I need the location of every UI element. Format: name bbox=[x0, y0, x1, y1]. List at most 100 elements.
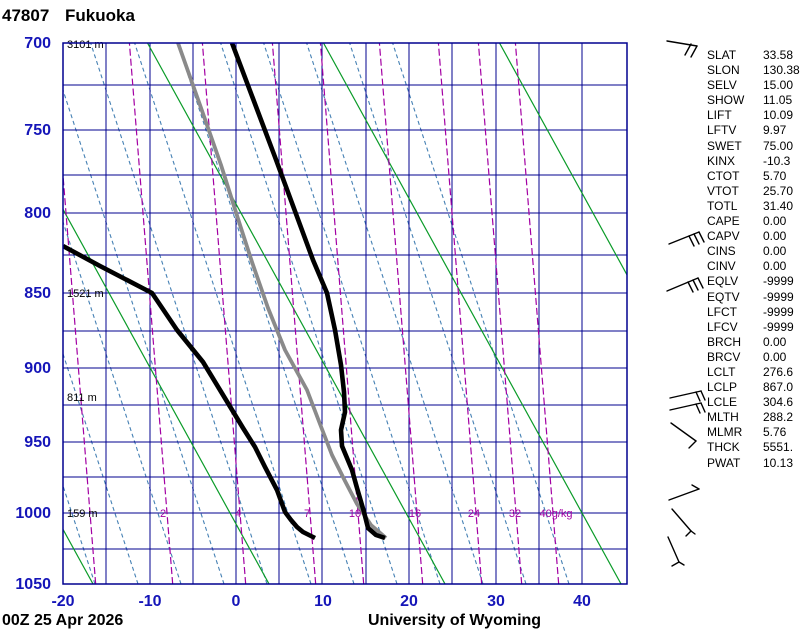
stat-row: SWET 75.00 bbox=[707, 139, 800, 154]
stat-label: SLAT bbox=[707, 48, 737, 62]
wind-barb-stroke bbox=[695, 403, 701, 414]
mixing-ratio-line bbox=[63, 167, 97, 584]
isotherm-line bbox=[349, 43, 527, 584]
wind-barb-stroke bbox=[691, 484, 700, 490]
wind-barb-stroke bbox=[688, 440, 697, 449]
stat-value: 25.70 bbox=[763, 183, 794, 198]
wind-barb-stroke bbox=[666, 40, 698, 47]
stat-label: VTOT bbox=[707, 183, 739, 198]
stat-value: -10.3 bbox=[763, 153, 791, 168]
wind-barb bbox=[670, 422, 697, 449]
stat-row: SLAT 33.58 bbox=[707, 48, 800, 63]
plot-border bbox=[62, 42, 628, 585]
plot-area bbox=[63, 43, 627, 584]
stat-value: -9999 bbox=[763, 274, 794, 289]
temp-tick-label: 30 bbox=[487, 593, 505, 610]
stat-label: SHOW bbox=[707, 93, 745, 108]
dry-adiabat-line bbox=[63, 208, 270, 584]
mixing-ratio-line bbox=[128, 43, 174, 584]
wind-barb bbox=[666, 277, 704, 293]
wind-barb bbox=[669, 402, 706, 414]
stat-value: 75.00 bbox=[763, 138, 794, 153]
stat-value: 0.00 bbox=[763, 334, 787, 349]
height-label: 3101 m bbox=[67, 39, 104, 51]
wind-barb-stroke bbox=[687, 281, 694, 293]
wind-barb bbox=[667, 536, 685, 567]
stat-label: EQTV bbox=[707, 289, 740, 304]
wind-barb-stroke bbox=[671, 508, 692, 532]
stat-label: PWAT bbox=[707, 455, 741, 470]
stat-label: LCLT bbox=[707, 364, 736, 379]
credit-text: University of Wyoming bbox=[368, 612, 542, 629]
stat-row: MLTH 288.2 bbox=[707, 410, 800, 425]
stat-label: LFCV bbox=[707, 319, 738, 334]
stat-label: BRCV bbox=[707, 349, 741, 364]
stat-row: LFCT -9999 bbox=[707, 305, 800, 320]
stat-value: 867.0 bbox=[763, 380, 794, 395]
stat-row: CAPV 0.00 bbox=[707, 229, 800, 244]
stat-value: 276.6 bbox=[763, 364, 794, 379]
height-label: 159 m bbox=[67, 508, 98, 520]
isotherm-line bbox=[177, 43, 355, 584]
stat-label: LFCT bbox=[707, 304, 737, 319]
stat-row: VTOT 25.70 bbox=[707, 184, 800, 199]
wind-barb-stroke bbox=[670, 422, 697, 442]
wind-barb bbox=[668, 231, 705, 247]
stat-row: MLMR 5.76 bbox=[707, 425, 800, 440]
stat-value: 5.76 bbox=[763, 425, 787, 440]
stat-value: 0.00 bbox=[763, 229, 787, 244]
stat-row: EQTV -9999 bbox=[707, 290, 800, 305]
isotherm-line bbox=[220, 43, 398, 584]
stat-value: 31.40 bbox=[763, 198, 794, 213]
temp-tick-label: 0 bbox=[232, 593, 241, 610]
wind-barb bbox=[669, 390, 706, 402]
stat-label: TOTL bbox=[707, 198, 738, 213]
isotherm-line bbox=[90, 43, 268, 584]
stat-row: THCK 5551. bbox=[707, 440, 800, 455]
temp-tick-label: 10 bbox=[314, 593, 332, 610]
stat-label: LIFT bbox=[707, 108, 732, 123]
station-name: Fukuoka bbox=[65, 6, 135, 25]
stat-row: TOTL 31.40 bbox=[707, 199, 800, 214]
mixing-ratio-label: 32 bbox=[509, 508, 521, 520]
sounding-datetime: 00Z 25 Apr 2026 bbox=[2, 612, 124, 629]
wind-barb-stroke bbox=[690, 530, 696, 535]
mixing-ratio-label: 7 bbox=[304, 508, 310, 520]
stat-label: CAPE bbox=[707, 214, 740, 229]
stat-label: BRCH bbox=[707, 334, 742, 349]
temp-tick-label: 20 bbox=[400, 593, 418, 610]
stat-label: THCK bbox=[707, 440, 740, 455]
pressure-tick-label: 950 bbox=[24, 434, 51, 451]
pressure-tick-label: 750 bbox=[24, 122, 51, 139]
wind-barb-stroke bbox=[698, 231, 705, 243]
stat-row: BRCV 0.00 bbox=[707, 350, 800, 365]
stat-row: SLON 130.38 bbox=[707, 63, 800, 78]
stat-value: 5.70 bbox=[763, 168, 787, 183]
stat-row: KINX -10.3 bbox=[707, 154, 800, 169]
parcel-curve bbox=[176, 43, 388, 540]
isotherm-line bbox=[392, 43, 570, 584]
stat-label: CINS bbox=[707, 244, 736, 259]
wind-barb-stroke bbox=[678, 561, 685, 566]
height-label: 1521 m bbox=[67, 288, 104, 300]
pressure-tick-label: 1050 bbox=[15, 576, 51, 593]
stat-row: LFCV -9999 bbox=[707, 320, 800, 335]
stat-label: SWET bbox=[707, 138, 742, 153]
stat-row: CINS 0.00 bbox=[707, 244, 800, 259]
stat-value: 288.2 bbox=[763, 410, 794, 425]
wind-barb-stroke bbox=[684, 43, 692, 56]
isotherm-line bbox=[63, 352, 139, 584]
stat-value: 0.00 bbox=[763, 214, 787, 229]
stat-row: LCLT 276.6 bbox=[707, 365, 800, 380]
stat-value: 10.13 bbox=[763, 455, 794, 470]
isotherm-line bbox=[63, 484, 96, 584]
stat-label: EQLV bbox=[707, 274, 739, 289]
stat-label: LFTV bbox=[707, 123, 737, 138]
stat-value: -9999 bbox=[763, 319, 794, 334]
mixing-ratio-label: 4 bbox=[235, 508, 241, 520]
stat-value: 5551. bbox=[763, 440, 794, 455]
temp-tick-label: 40 bbox=[573, 593, 591, 610]
mixing-ratio-line bbox=[271, 43, 317, 584]
